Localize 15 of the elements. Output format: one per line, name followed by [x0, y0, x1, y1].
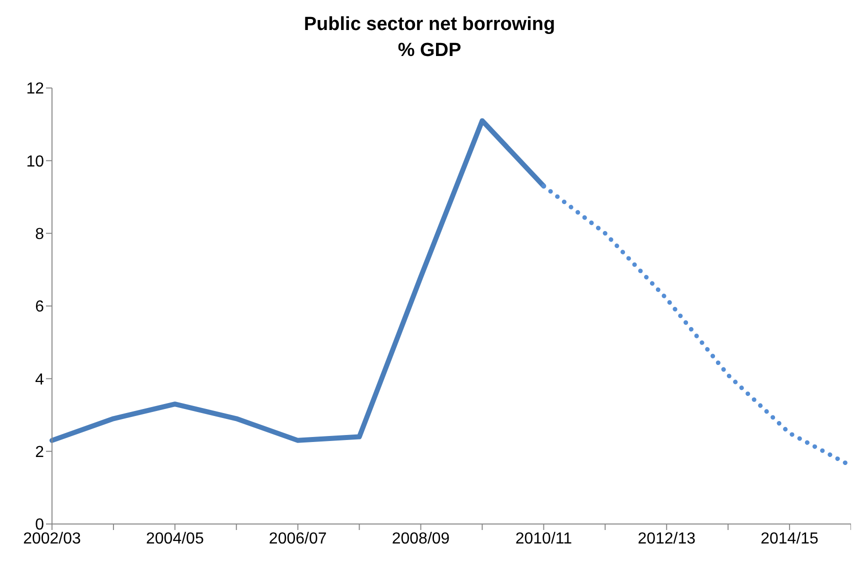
y-tick-label: 12 [26, 80, 44, 98]
y-tick-label: 4 [35, 371, 44, 388]
y-tick-label: 8 [35, 226, 44, 244]
x-tick-label: 2014/15 [760, 530, 819, 548]
x-tick-label: 2012/13 [638, 530, 696, 548]
chart-subtitle: % GDP [396, 39, 462, 63]
x-tick-label: 2010/11 [515, 530, 572, 548]
x-tick-label: 2006/07 [268, 530, 327, 548]
x-tick-label: 2004/05 [146, 530, 204, 548]
x-tick-label: 2008/09 [392, 530, 450, 548]
x-tick-label: 2002/03 [23, 530, 82, 548]
y-tick-label: 2 [35, 444, 44, 462]
chart-title: Public sector net borrowing [302, 13, 556, 37]
y-tick-label: 10 [26, 153, 44, 170]
y-tick-label: 6 [35, 298, 44, 316]
